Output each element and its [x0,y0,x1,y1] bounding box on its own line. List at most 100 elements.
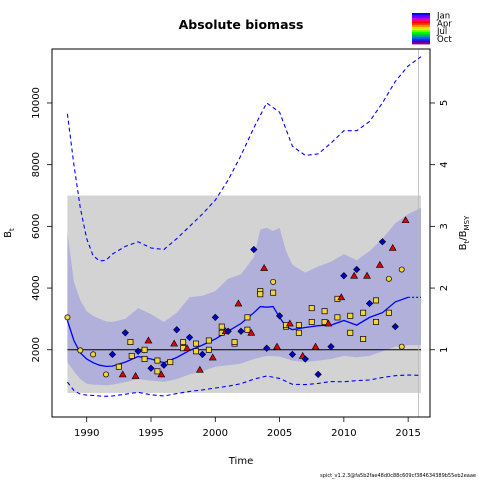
y2-tick-label: 4 [439,161,450,167]
observation-point [208,353,217,361]
observation-point [134,347,142,355]
observation-point [118,370,127,378]
x-axis: 1990 1995 2000 2005 2010 2015 [74,417,421,439]
legend-swatch [412,19,430,23]
legend-swatch [412,28,430,31]
y-axis-right-label: Bt/BMSY [458,215,471,250]
observation-point [244,326,251,333]
y-tick-label: 8000 [31,152,42,177]
observation-point [180,339,187,345]
observation-point [141,346,148,353]
observation-point [327,343,335,351]
y-axis-left-label: Bt [3,228,16,238]
observation-point [288,350,297,359]
y-tick-label: 6000 [31,214,42,239]
observation-point [398,343,405,350]
y-axis-left: 2000 4000 6000 8000 10000 [31,87,52,362]
y2-tick-label: 5 [439,100,450,106]
observation-point [285,319,294,327]
legend-label: Jan [436,12,450,22]
plot-frame [51,48,431,418]
observation-point [385,309,392,316]
legend-swatch [412,14,430,17]
observation-point [324,319,333,327]
observation-point [211,313,219,321]
observation-point [340,272,348,280]
legend-swatch [412,40,430,43]
observation-point [391,322,399,331]
y-axis-right-label-main: B [458,243,469,250]
observation-point [270,289,277,296]
observation-point [375,260,384,268]
plot-area [64,49,422,417]
legend-swatch [412,31,430,35]
observation-point [108,350,117,359]
y-axis-right: 1 2 3 4 5 [430,100,450,353]
observation-point [250,245,258,254]
observation-point [260,264,269,271]
legend-swatch [412,38,430,41]
legend-swatch [412,33,430,36]
observation-point [378,238,387,246]
legend-label: Oct [437,35,452,45]
observation-point [350,271,359,279]
observation-point [131,371,140,379]
observation-point [193,340,199,347]
observation-point [193,348,199,355]
observation-point [195,365,204,373]
y2-tick-label: 3 [439,223,450,229]
observation-point [275,312,284,320]
x-tick-label: 2015 [395,428,420,439]
y-axis-left-label-sub: t [8,228,16,231]
chart-title: Absolute biomass [179,17,304,32]
observation-point [244,314,251,321]
observation-point [301,355,309,363]
observation-point [147,364,155,372]
observation-point [183,344,191,352]
legend-swatch [412,23,430,26]
observation-point [103,371,109,378]
y2-tick-label: 1 [439,347,450,353]
observation-point [388,243,397,251]
observation-point [373,297,379,304]
y-axis-left-label-main: B [3,231,14,238]
median-line [66,296,409,368]
legend-swatch [412,42,430,45]
observation-point [237,327,245,335]
observation-point [173,326,181,334]
y-axis-right-label-den: B [458,230,469,237]
observation-point [167,359,174,366]
observation-point [373,319,379,325]
observation-point [144,336,153,344]
observation-point [311,342,320,350]
x-axis-label: Time [228,456,253,467]
y-tick-label: 10000 [31,87,42,119]
observation-point [157,370,166,378]
observation-point [321,308,328,315]
legend-swatch [412,18,430,21]
y2-tick-label: 2 [439,285,450,291]
observation-point [347,329,354,336]
observation-point [308,305,315,312]
observation-point [77,347,84,354]
observation-point [360,336,367,342]
legend-swatch [412,16,430,19]
observation-point [170,339,179,347]
legend-swatch [412,37,430,40]
x-tick-label: 2010 [331,428,356,439]
observation-point [154,357,161,364]
observation-point [128,352,135,359]
legend-swatch [412,13,430,16]
observation-point [121,329,129,337]
legend-swatch [412,35,430,38]
observation-point [234,299,243,307]
observation-point [185,333,194,342]
uncertainty-band [67,207,422,386]
x-tick-label: 1990 [74,428,99,439]
observation-point [247,328,256,336]
legend-label: Jul [436,27,447,37]
observation-point [141,356,148,362]
y-axis-right-label-sub: t [463,240,471,243]
observation-point [231,339,238,345]
